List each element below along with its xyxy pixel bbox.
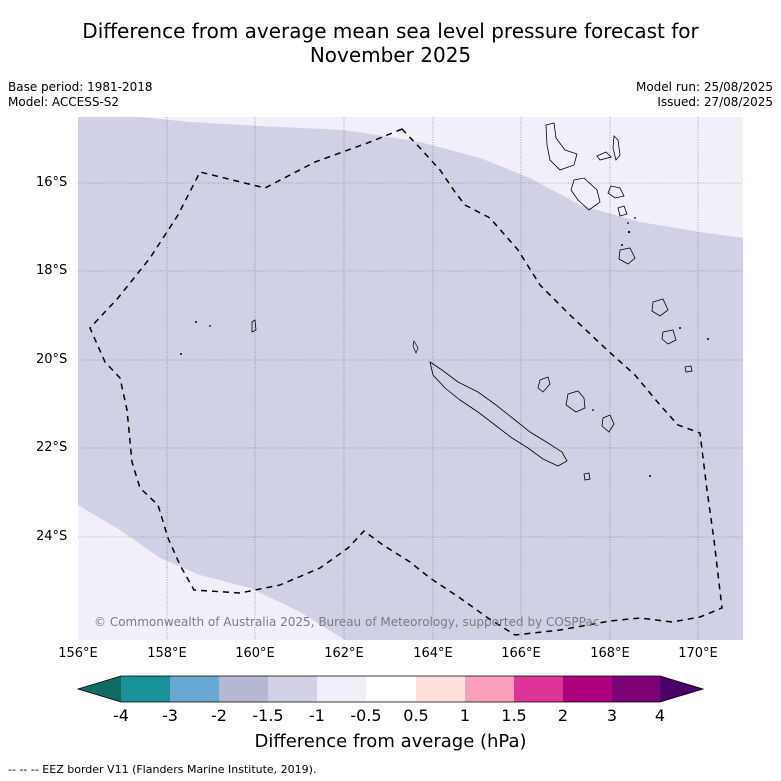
colorbar-label: 4 (654, 706, 666, 725)
issued-date: Issued: 27/08/2025 (657, 95, 773, 109)
colorbar-segment (317, 676, 366, 702)
colorbar-segment (219, 676, 268, 702)
espiritu-santo-island (545, 122, 578, 171)
lat-label-16s: 16°S (36, 175, 68, 190)
meta-left: Base period: 1981-2018 Model: ACCESS-S2 (8, 80, 153, 110)
colorbar-segment (514, 676, 563, 702)
lat-label-24s: 24°S (36, 529, 68, 544)
colorbar-label: 1 (459, 706, 471, 725)
colorbar-segment (465, 676, 514, 702)
title-line-1: Difference from average mean sea level p… (82, 19, 699, 43)
colorbar (76, 675, 705, 703)
colorbar-title: Difference from average (hPa) (254, 731, 527, 752)
isle-of-pines (583, 472, 591, 481)
negative-anomaly-region (78, 117, 743, 640)
lon-label-162e: 162°E (324, 646, 364, 661)
mare-island (601, 414, 615, 433)
base-period: Base period: 1981-2018 (8, 80, 153, 94)
colorbar-label: -3 (162, 706, 178, 725)
colorbar-label: -1 (309, 706, 325, 725)
colorbar-extend-high (660, 676, 703, 702)
ouvea-island (537, 376, 551, 393)
small-islets (180, 217, 709, 477)
new-caledonia-island (429, 361, 568, 467)
lon-label-164e: 164°E (413, 646, 453, 661)
map-area: © Commonwealth of Australia 2025, Bureau… (78, 117, 743, 640)
colorbar-segment (366, 676, 416, 702)
colorbar-extend-low (78, 676, 121, 702)
colorbar-label: 1.5 (501, 706, 527, 725)
copyright-notice: © Commonwealth of Australia 2025, Bureau… (94, 615, 599, 629)
maewo-island (612, 135, 621, 161)
colorbar-segment (563, 676, 612, 702)
model-run: Model run: 25/08/2025 (635, 80, 773, 94)
epi-island (607, 185, 625, 199)
meta-right: Model run: 25/08/2025 Issued: 27/08/2025 (636, 80, 773, 110)
lat-label-18s: 18°S (36, 263, 68, 278)
colorbar-segment (268, 676, 317, 702)
shepherd-islands (617, 205, 628, 217)
colorbar-segment (170, 676, 219, 702)
map-title: Difference from average mean sea level p… (0, 19, 781, 67)
lon-label-156e: 156°E (58, 646, 98, 661)
gridlines (78, 117, 743, 640)
aneityum-island (684, 365, 693, 373)
lon-label-168e: 168°E (590, 646, 630, 661)
efate-island (618, 247, 636, 265)
colorbar-label: -2 (211, 706, 227, 725)
lat-label-20s: 20°S (36, 352, 68, 367)
lon-label-160e: 160°E (235, 646, 275, 661)
colorbar-segment (612, 676, 660, 702)
colorbar-label: -4 (113, 706, 129, 725)
title-line-2: November 2025 (309, 43, 472, 67)
lon-label-158e: 158°E (147, 646, 187, 661)
chesterfield-islands (251, 319, 257, 333)
lon-label-170e: 170°E (678, 646, 718, 661)
erromango-island (651, 298, 669, 317)
eez-border (89, 128, 723, 636)
ambae-island (596, 151, 612, 161)
lifou-island (565, 390, 586, 413)
colorbar-label: -0.5 (350, 706, 382, 725)
colorbar-label: 0.5 (403, 706, 429, 725)
colorbar-label: 3 (606, 706, 618, 725)
colorbar-segment (121, 676, 170, 702)
lon-label-166e: 166°E (501, 646, 541, 661)
belep-islets (412, 340, 419, 354)
malekula-island (570, 177, 601, 211)
tanna-island (661, 329, 677, 345)
model-name: Model: ACCESS-S2 (8, 95, 120, 109)
colorbar-segment (416, 676, 465, 702)
colorbar-label: -1.5 (252, 706, 284, 725)
colorbar-label: 2 (557, 706, 569, 725)
lat-label-22s: 22°S (36, 440, 68, 455)
eez-footnote: -- -- -- EEZ border V11 (Flanders Marine… (8, 763, 317, 776)
